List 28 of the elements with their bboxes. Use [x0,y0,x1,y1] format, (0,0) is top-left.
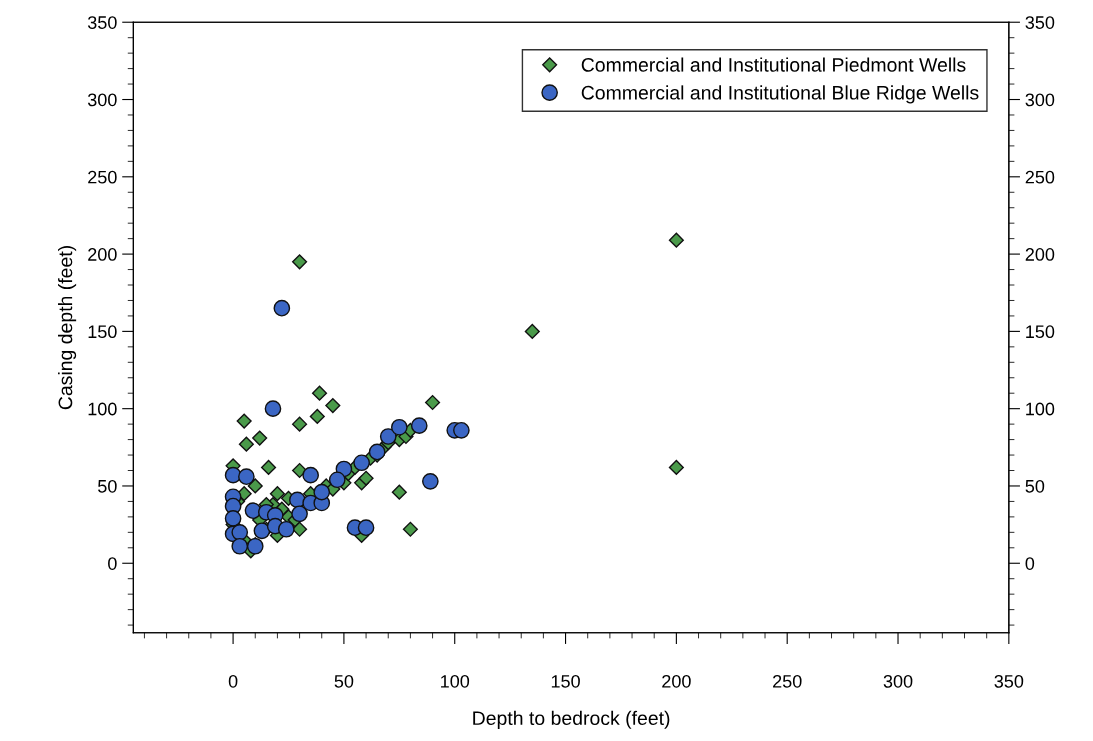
y-tick-label: 100 [88,402,117,416]
x-tick-label: 200 [662,674,691,688]
y-tick-label: 350 [87,16,117,29]
y2-tick-label: 50 [1025,479,1045,493]
legend-label: Commercial and Institutional Blue Ridge Wells [581,85,979,104]
x-tick-label: 50 [334,674,354,688]
y-tick-label: 300 [87,93,117,107]
y2-tick-label: 150 [1026,325,1055,339]
x-tick-label: 150 [551,674,580,688]
x-tick-label: 300 [883,674,913,688]
y2-tick-label: 300 [1025,93,1055,107]
legend-label: Commercial and Institutional Piedmont Wells [581,57,966,72]
y2-tick-label: 0 [1025,557,1035,570]
y-tick-label: 250 [88,170,117,184]
y2-tick-label: 200 [1025,248,1055,261]
y2-tick-label: 350 [1025,16,1055,29]
y2-tick-label: 250 [1025,170,1055,184]
x-tick-label: 100 [441,674,470,688]
x-axis-title: Depth to bedrock (feet) [473,710,670,729]
x-tick-label: 350 [994,674,1024,688]
y-tick-label: 200 [88,248,117,261]
y-tick-label: 150 [88,325,117,339]
y2-tick-label: 100 [1026,402,1055,416]
x-tick-label: 0 [228,674,238,688]
y-tick-label: 50 [98,479,117,493]
y-axis-title: Casing depth (feet) [58,246,77,410]
y-tick-label: 0 [108,557,117,570]
x-tick-label: 250 [773,674,802,688]
